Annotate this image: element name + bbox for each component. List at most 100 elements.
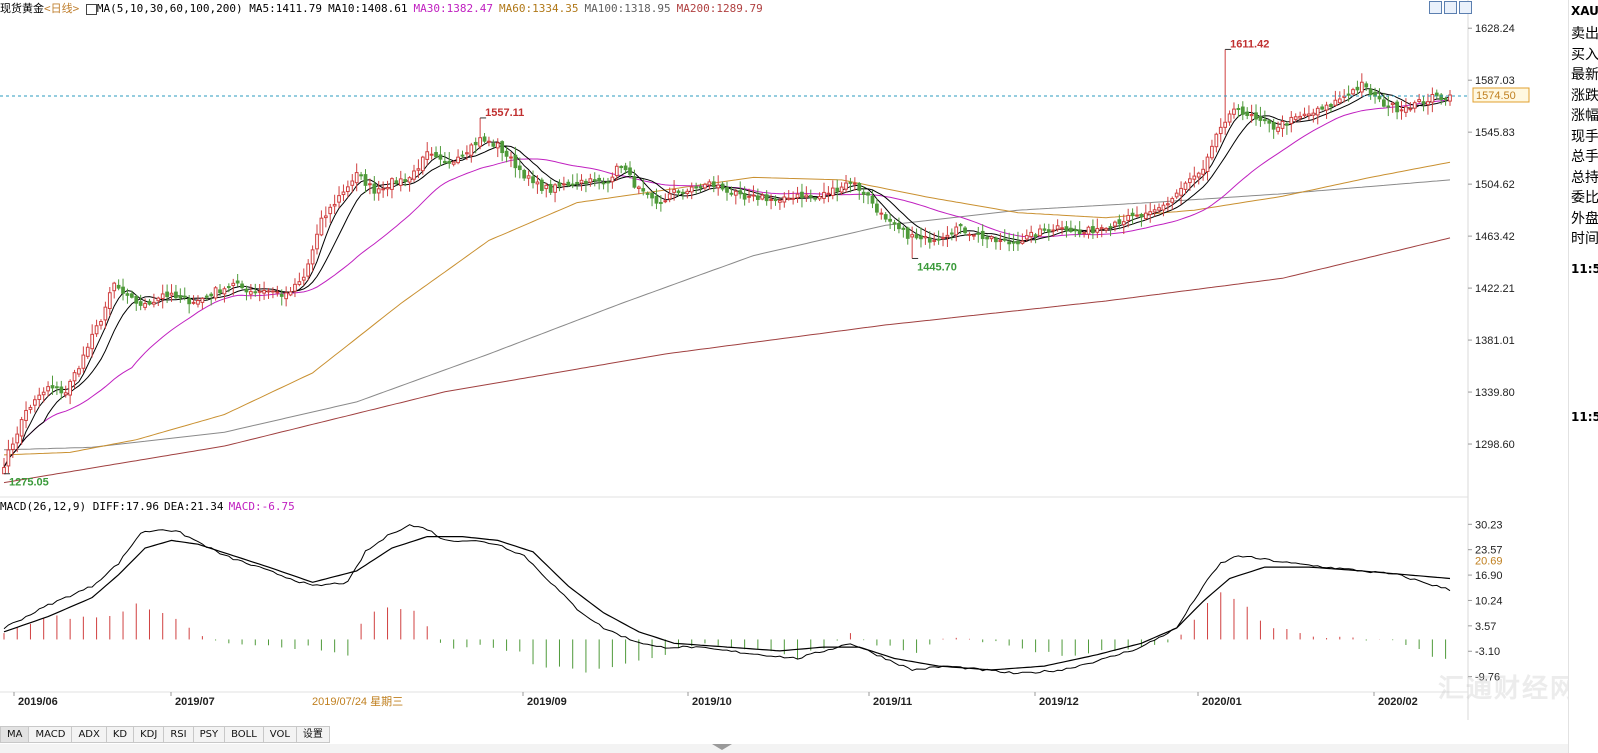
macd-header: MACD(26,12,9) DIFF:17.96 DEA:21.34 MACD:-6… — [0, 500, 300, 514]
candle-body — [438, 154, 443, 160]
candle-body — [341, 191, 346, 196]
candle-body — [420, 156, 425, 172]
candle-body — [407, 177, 412, 183]
candle-body — [711, 181, 716, 187]
candle-body — [804, 194, 809, 198]
candle-body — [575, 181, 579, 185]
candle-body — [998, 239, 1003, 242]
candle-body — [544, 184, 549, 190]
price-tick-label: 1298.60 — [1475, 439, 1515, 451]
quote-label: 外盘 — [1571, 210, 1598, 227]
indicator-tab-9[interactable]: 设置 — [295, 726, 330, 743]
candle-body — [1227, 113, 1232, 123]
candle-body — [165, 291, 169, 298]
candle-body — [751, 194, 756, 197]
candle-body — [755, 195, 760, 200]
macd-value-list: DIFF:17.96 DEA:21.34 MACD:-6.75 — [93, 500, 300, 513]
candle-body — [1188, 178, 1192, 184]
candle-body — [1143, 212, 1148, 219]
candle-body — [196, 300, 200, 305]
candle-body — [209, 293, 214, 297]
candle-body — [1170, 198, 1175, 203]
candle-body — [773, 198, 778, 202]
maximize-icon[interactable] — [1444, 1, 1457, 14]
macd-tick-label: -9.76 — [1475, 672, 1500, 684]
candle-body — [1082, 232, 1086, 235]
candle-body — [275, 291, 280, 294]
candle-body — [875, 203, 879, 213]
indicator-tab-7[interactable]: BOLL — [224, 726, 263, 743]
candle-body — [129, 293, 134, 298]
candle-body — [866, 192, 870, 196]
date-tick-label: 2020/02 — [1378, 696, 1418, 708]
candle-body — [77, 368, 81, 375]
scroll-bar[interactable] — [0, 744, 1568, 753]
candle-body — [941, 236, 945, 239]
candle-body — [994, 237, 998, 243]
candle-body — [1002, 238, 1007, 241]
candle-body — [716, 184, 721, 189]
quote-label: 现手 — [1571, 128, 1598, 145]
candle-body — [107, 292, 112, 310]
candle-body — [1165, 203, 1170, 206]
candle-body — [1091, 226, 1095, 234]
indicator-tab-2[interactable]: ADX — [71, 726, 106, 743]
scroll-down-icon[interactable] — [712, 744, 732, 750]
candle-body — [826, 192, 831, 195]
candle-body — [1108, 226, 1113, 229]
candle-body — [539, 179, 544, 191]
candle-body — [213, 287, 218, 299]
candle-body — [1254, 112, 1258, 120]
candle-body — [623, 165, 628, 171]
candle-body — [1346, 93, 1351, 96]
candle-body — [760, 194, 765, 200]
close-pane-icon[interactable] — [1459, 1, 1472, 14]
candle-body — [897, 223, 901, 230]
indicator-tab-8[interactable]: VOL — [262, 726, 296, 743]
chart-area[interactable]: 1628.24 1587.03 1545.83 1504.62 1463.42 1422.… — [0, 0, 1568, 726]
candle-body — [125, 293, 130, 296]
candle-body — [218, 289, 222, 294]
high-label-1: 1557.11 — [485, 107, 524, 119]
price-tick-label: 1463.42 — [1475, 231, 1515, 243]
candle-body — [59, 386, 64, 394]
indicator-toolbar: MA MACD ADX KD KDJ RSI PSY BOLL VOL 设置 — [0, 726, 330, 743]
candle-body — [394, 180, 399, 184]
candle-body — [15, 433, 20, 444]
quote-time-2: 11:5 — [1571, 410, 1598, 424]
candle-body — [1029, 231, 1034, 238]
indicator-tab-6[interactable]: PSY — [192, 726, 225, 743]
low-label-2: 1445.70 — [917, 261, 957, 273]
candle-body — [284, 292, 289, 300]
chart-settings-icon[interactable] — [85, 3, 97, 15]
candle-body — [782, 196, 787, 203]
candle-body — [967, 233, 972, 236]
candle-body — [1046, 229, 1051, 233]
indicator-tab-3[interactable]: KD — [105, 726, 134, 743]
candle-body — [614, 165, 619, 177]
candle-body — [1262, 119, 1267, 122]
candle-body — [1073, 229, 1078, 232]
candle-body — [178, 295, 183, 299]
period-label: <日线> — [44, 2, 80, 15]
price-tick-label: 1587.03 — [1475, 75, 1515, 87]
candle-body — [434, 152, 438, 158]
indicator-tab-0[interactable]: MA — [0, 726, 29, 743]
candle-body — [37, 394, 42, 400]
candle-body — [315, 233, 319, 250]
indicator-tab-4[interactable]: KDJ — [133, 726, 164, 743]
quote-label: 最新 — [1571, 67, 1598, 83]
ma60-line — [3, 161, 1451, 456]
candle-body — [535, 181, 540, 185]
candle-body — [742, 193, 747, 200]
candle-body — [376, 188, 381, 194]
indicator-tab-5[interactable]: RSI — [163, 726, 193, 743]
restore-icon[interactable] — [1429, 1, 1442, 14]
candle-body — [584, 180, 588, 184]
candle-body — [504, 150, 509, 157]
candle-body — [1426, 101, 1430, 106]
indicator-tab-1[interactable]: MACD — [28, 726, 72, 743]
macd-tick-label: 23.57 — [1475, 545, 1503, 557]
candle-body — [68, 380, 72, 396]
candle-body — [707, 181, 712, 186]
